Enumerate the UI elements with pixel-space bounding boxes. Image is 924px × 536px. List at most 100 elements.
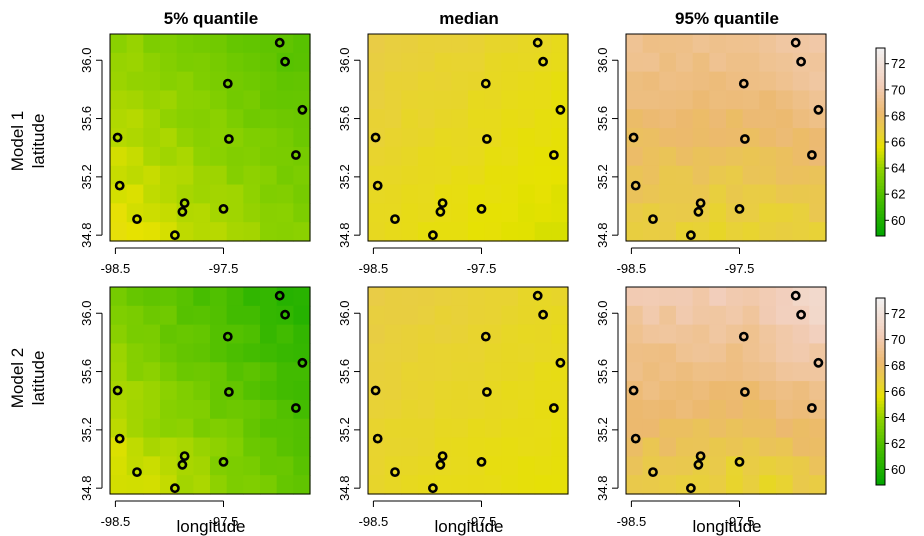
heatmap-cell [501, 165, 519, 186]
heatmap-cell [809, 109, 827, 129]
heatmap-cell [692, 165, 710, 186]
colorbar-swatch [876, 63, 885, 68]
colorbar-swatch [876, 154, 885, 159]
row-label-model-1: Model 1 [8, 111, 27, 171]
heatmap-cell [210, 184, 228, 204]
colorbar-swatch [876, 379, 885, 383]
heatmap-cell [401, 109, 419, 129]
heatmap-cell [626, 128, 644, 148]
heatmap-cell [626, 343, 644, 363]
colorbar-tick-label: 64 [891, 410, 905, 425]
station-marker [648, 467, 658, 477]
heatmap-cell [759, 343, 777, 363]
heatmap-cell [368, 362, 386, 382]
y-tick-label: 35.6 [337, 359, 352, 384]
heatmap-cell [401, 305, 419, 326]
y-tick-label: 34.8 [79, 223, 94, 248]
heatmap-cell [809, 287, 827, 307]
panel-1-2: 34.8 35.2 35.6 36.0 -98.5 -97.5 [337, 33, 569, 276]
heatmap-cell [709, 362, 727, 382]
heatmap-cell [468, 203, 486, 223]
heatmap-cell [160, 343, 178, 363]
colorbar-swatch [876, 354, 885, 358]
heatmap-cell [401, 165, 419, 186]
station-marker [297, 104, 308, 115]
heatmap-cell [742, 184, 760, 204]
heatmap-cell [276, 305, 294, 326]
heatmap-cell [809, 146, 827, 167]
heatmap-cell [551, 305, 569, 326]
heatmap-cell [243, 418, 261, 439]
heatmap-cell [260, 324, 278, 345]
heatmap-cell [293, 362, 311, 382]
heatmap-cell [676, 71, 694, 92]
colorbar-swatch [876, 232, 885, 237]
heatmap-cell [484, 34, 502, 54]
station-marker [480, 331, 491, 342]
heatmap-cell [792, 287, 810, 307]
heatmap-cell [260, 146, 278, 167]
station-marker [290, 403, 301, 413]
heatmap-cell [160, 109, 178, 129]
station-marker [437, 451, 448, 461]
station-marker [177, 206, 188, 217]
heatmap-cell [692, 52, 710, 73]
heatmap-cell [143, 343, 161, 363]
heatmap-cell [809, 399, 827, 420]
heatmap-cell [401, 475, 419, 495]
heatmap-cell [243, 203, 261, 223]
heatmap-cell [384, 109, 402, 129]
heatmap-cell [126, 381, 144, 401]
heatmap-cell [260, 381, 278, 401]
heatmap-cell [243, 399, 261, 420]
heatmap-cell [160, 34, 178, 54]
heatmap-cell [451, 165, 469, 186]
station-marker [532, 290, 543, 301]
station-marker [297, 357, 308, 368]
heatmap-cell [642, 52, 660, 73]
y-axis: 34.8 35.2 35.6 36.0 [595, 48, 619, 248]
colorbar-swatch [876, 229, 885, 234]
heatmap-cell [276, 343, 294, 363]
heatmap-cell [776, 456, 794, 476]
heatmap-cell [293, 184, 311, 204]
heatmap-cell [210, 109, 228, 129]
heatmap-cell [110, 381, 128, 401]
y-axis: 34.8 35.2 35.6 36.0 [595, 301, 619, 501]
heatmap-cell [110, 437, 128, 457]
colorbar-swatch [876, 366, 885, 371]
heatmap-cell [276, 456, 294, 476]
heatmap-cell [518, 222, 536, 242]
heatmap-cell [418, 128, 436, 148]
heatmap-cell [193, 203, 211, 223]
heatmap-cell [742, 399, 760, 420]
heatmap-cell [243, 128, 261, 148]
heatmap-cell [160, 146, 178, 167]
heatmap-cell [193, 52, 211, 73]
heatmap-cell [809, 324, 827, 345]
heatmap-cell [534, 184, 552, 204]
heatmap-cell [276, 418, 294, 439]
heatmap-cell [726, 52, 744, 73]
heatmap-cell [659, 418, 677, 439]
colorbar-tick-label: 60 [891, 462, 905, 477]
heatmap-cell [451, 146, 469, 167]
heatmap-cell [776, 399, 794, 420]
heatmap-cell [501, 287, 519, 307]
heatmap-cell [226, 287, 244, 307]
heatmap-cell [534, 418, 552, 439]
colorbar-swatch [876, 469, 885, 474]
heatmap-cell [642, 305, 660, 326]
heatmap-cell [776, 109, 794, 129]
heatmap-cell [384, 287, 402, 307]
heatmap-cell [759, 128, 777, 148]
heatmap-cell [384, 343, 402, 363]
heatmap-cell [726, 362, 744, 382]
heatmap-cell [293, 343, 311, 363]
colorbar-swatch [876, 444, 885, 449]
heatmap-cell [143, 34, 161, 54]
heatmap-cell [709, 203, 727, 223]
heatmap-cell [642, 146, 660, 167]
colorbar-tick-label: 64 [891, 161, 905, 176]
heatmap-cell [176, 52, 194, 73]
